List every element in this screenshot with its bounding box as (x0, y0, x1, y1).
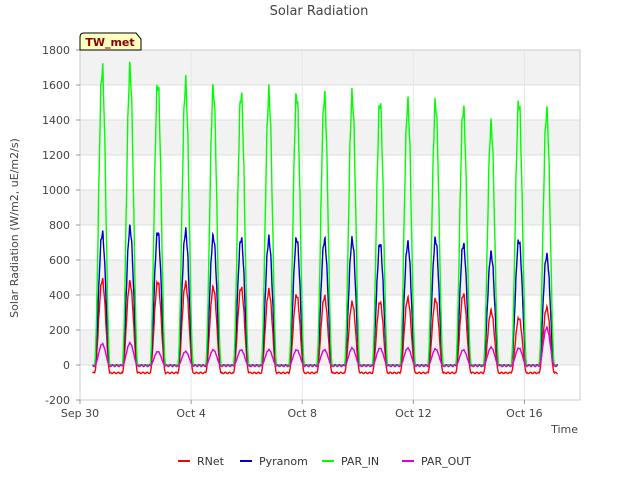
y-tick-label: 1600 (42, 79, 70, 92)
y-axis-ticks: -200 0 200 400 600 800 1000 1200 1400 1600 1800 (42, 44, 80, 407)
legend-item: PAR_IN (322, 455, 379, 468)
y-tick-label: 1200 (42, 149, 70, 162)
legend-item: Pyranom (240, 455, 308, 468)
station-badge-label: TW_met (85, 36, 134, 49)
x-tick-label: Oct 16 (506, 407, 543, 420)
y-tick-label: 1400 (42, 114, 70, 127)
legend: RNet Pyranom PAR_IN PAR_OUT (178, 455, 471, 468)
grid-band (80, 120, 580, 155)
y-tick-label: 400 (49, 289, 70, 302)
legend-item: RNet (178, 455, 225, 468)
x-tick-label: Sep 30 (61, 407, 99, 420)
y-axis-label: Solar Radiation (W/m2, uE/m2/s) (8, 138, 21, 318)
x-axis-ticks: Sep 30 Oct 4 Oct 8 Oct 12 Oct 16 (61, 400, 543, 420)
y-tick-label: -200 (45, 394, 70, 407)
legend-item: PAR_OUT (402, 455, 471, 468)
series-line-rnet (92, 277, 559, 375)
legend-label: PAR_IN (341, 455, 379, 468)
legend-label: RNet (197, 455, 225, 468)
station-badge: TW_met (79, 32, 142, 51)
chart-title: Solar Radiation (270, 4, 369, 19)
y-tick-label: 1000 (42, 184, 70, 197)
legend-label: Pyranom (259, 455, 308, 468)
grid-band (80, 50, 580, 85)
station-badge-box (79, 32, 142, 51)
y-tick-label: 800 (49, 219, 70, 232)
y-tick-label: 600 (49, 254, 70, 267)
grid-band (80, 190, 580, 225)
series-layer (92, 61, 559, 375)
x-tick-label: Oct 4 (176, 407, 206, 420)
y-tick-label: 1800 (42, 44, 70, 57)
x-axis-label: Time (550, 423, 578, 436)
y-tick-label: 0 (63, 359, 70, 372)
x-tick-label: Oct 12 (395, 407, 432, 420)
x-tick-label: Oct 8 (287, 407, 317, 420)
y-tick-label: 200 (49, 324, 70, 337)
series-line-par-out (92, 325, 559, 368)
legend-label: PAR_OUT (421, 455, 471, 468)
